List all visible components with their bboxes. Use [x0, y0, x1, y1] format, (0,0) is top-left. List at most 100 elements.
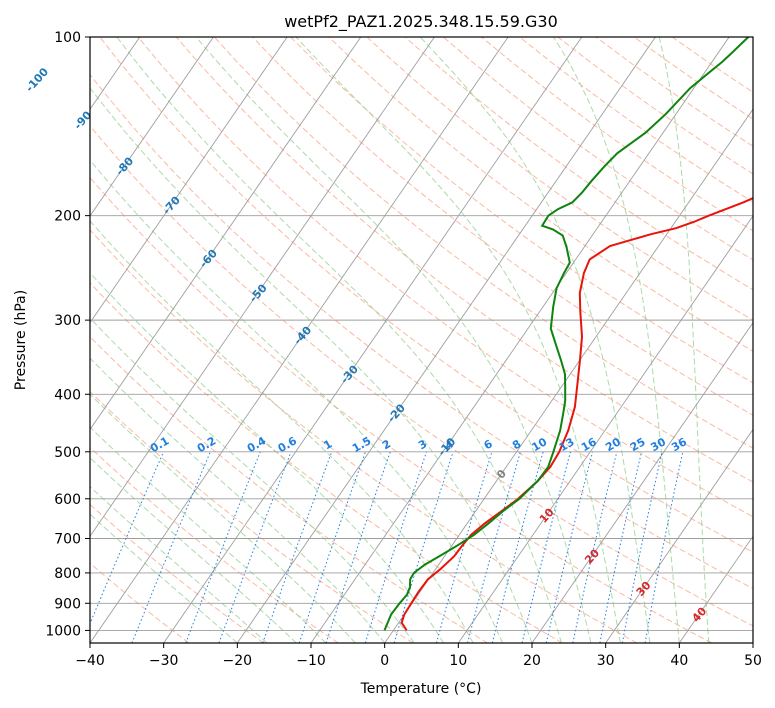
dry-adiabat-line — [443, 37, 753, 261]
chart-series — [383, 37, 753, 631]
dry-adiabat-label: -90 — [71, 108, 94, 132]
moist-adiabat-line — [419, 37, 651, 643]
x-tick-label: 10 — [449, 653, 467, 669]
isotherm-line — [752, 642, 753, 643]
isotherm-line — [0, 37, 66, 643]
dry-adiabat-line — [90, 562, 190, 643]
chart-grid — [0, 37, 753, 643]
dry-adiabat-label: -30 — [338, 363, 361, 387]
mixing-ratio-line — [90, 451, 164, 625]
dry-adiabat-line — [481, 37, 753, 232]
y-tick-label: 1000 — [45, 623, 81, 639]
dry-adiabat-label: 30 — [634, 579, 654, 599]
mixing-ratio-line — [435, 451, 493, 643]
dry-adiabat-line — [595, 37, 753, 147]
isotherm-line — [310, 37, 730, 643]
mixing-ratio-line — [572, 451, 618, 643]
dry-adiabat-line — [90, 446, 339, 643]
mixing-ratio-line — [599, 451, 643, 643]
dry-adiabat-label: -70 — [160, 193, 183, 217]
dry-adiabat-line — [90, 282, 563, 643]
moist-adiabat-line — [90, 159, 503, 643]
isotherm-line — [90, 37, 214, 217]
isotherm-line — [90, 37, 362, 431]
isotherm-line — [90, 37, 509, 643]
dry-adiabat-line — [672, 37, 753, 93]
moist-adiabat-line — [90, 513, 238, 643]
x-tick-label: −10 — [296, 653, 326, 669]
mixing-ratio-label: 2 — [380, 437, 393, 452]
dry-adiabat-line — [633, 37, 753, 120]
moist-adiabat-line — [116, 37, 562, 643]
moist-adiabat-line — [90, 272, 445, 643]
dry-adiabat-line — [137, 37, 753, 518]
mixing-ratio-label: 1 — [321, 437, 334, 452]
dry-adiabat-line — [290, 37, 753, 384]
mixing-ratio-line — [491, 451, 544, 643]
dry-adiabat-line — [175, 37, 753, 483]
moist-adiabat-line — [195, 37, 592, 643]
dry-adiabat-line — [90, 125, 753, 627]
x-tick-label: 50 — [744, 653, 762, 669]
moist-adiabat-line — [90, 393, 356, 643]
x-tick-label: −30 — [149, 653, 179, 669]
x-tick-label: 40 — [670, 653, 688, 669]
y-tick-label: 500 — [54, 445, 81, 461]
x-tick-label: 30 — [597, 653, 615, 669]
moist-adiabat-line — [90, 220, 474, 643]
dry-adiabat-label: -20 — [385, 401, 408, 425]
dry-adiabat-line — [99, 37, 753, 553]
x-tick-label: 20 — [523, 653, 541, 669]
isotherm-line — [384, 108, 753, 643]
mixing-ratio-line — [393, 451, 454, 643]
dry-adiabat-line — [519, 37, 753, 203]
y-tick-label: 200 — [54, 209, 81, 225]
isotherm-line — [236, 37, 656, 643]
dry-adiabat-line — [90, 176, 712, 643]
dry-adiabat-line — [328, 37, 753, 352]
x-tick-label: −40 — [75, 653, 105, 669]
y-tick-label: 900 — [54, 596, 81, 612]
dry-adiabat-label: 40 — [689, 605, 709, 625]
dry-adiabat-line — [90, 229, 638, 643]
isotherm-line — [457, 215, 753, 643]
mixing-ratio-line — [185, 451, 261, 643]
moist-adiabat-line — [553, 37, 680, 643]
y-tick-label: 400 — [54, 387, 81, 403]
mixing-ratio-line — [262, 451, 333, 643]
mixing-ratio-line — [621, 451, 663, 643]
dry-adiabat-line — [404, 37, 753, 291]
moist-adiabat-line — [90, 87, 533, 643]
dry-adiabat-label: -100 — [23, 65, 51, 94]
isotherm-line — [531, 321, 753, 643]
chart-title: wetPf2_PAZ1.2025.348.15.59.G30 — [284, 12, 558, 32]
dry-adiabat-label: 0 — [494, 467, 509, 482]
mixing-ratio-line — [545, 451, 594, 643]
x-tick-label: −20 — [223, 653, 253, 669]
dewpoint-profile-line — [383, 37, 749, 631]
moist-adiabat-line — [90, 426, 327, 643]
dry-adiabat-label: -50 — [247, 281, 270, 305]
chart-axes: −40 −30 −20 −10 0 10 20 30 40 5010009008007006005… — [45, 30, 762, 669]
mixing-ratio-line — [521, 451, 571, 643]
dry-adiabat-label: -60 — [197, 247, 220, 271]
dry-adiabat-label: 10 — [537, 505, 557, 525]
mixing-ratio-line — [364, 451, 427, 643]
y-axis-label: Pressure (hPa) — [13, 290, 29, 390]
y-tick-label: 600 — [54, 492, 81, 508]
temperature-profile-line — [400, 197, 753, 631]
y-tick-label: 100 — [54, 30, 81, 46]
moist-adiabat-line — [295, 37, 621, 643]
dry-adiabat-label: -10 — [435, 435, 458, 459]
y-tick-label: 300 — [54, 313, 81, 329]
plot-frame — [89, 36, 754, 644]
dry-adiabat-line — [252, 37, 753, 416]
dry-adiabat-label: 20 — [582, 546, 602, 566]
mixing-ratio-line — [298, 451, 366, 643]
moist-adiabat-line — [90, 357, 386, 643]
moist-adiabat-line — [90, 457, 297, 643]
moist-adiabat-line — [658, 37, 710, 643]
moist-adiabat-line — [90, 317, 415, 643]
isotherm-line — [90, 37, 288, 324]
